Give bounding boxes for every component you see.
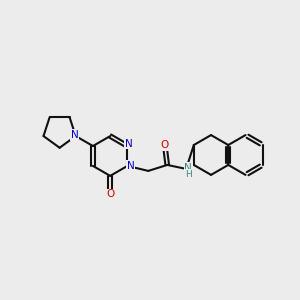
Text: O: O: [106, 189, 114, 200]
Text: H: H: [185, 170, 191, 179]
Text: O: O: [160, 140, 168, 150]
Text: N: N: [124, 139, 132, 148]
Text: N: N: [127, 161, 134, 171]
Text: N: N: [71, 130, 79, 140]
Text: N: N: [184, 163, 192, 173]
